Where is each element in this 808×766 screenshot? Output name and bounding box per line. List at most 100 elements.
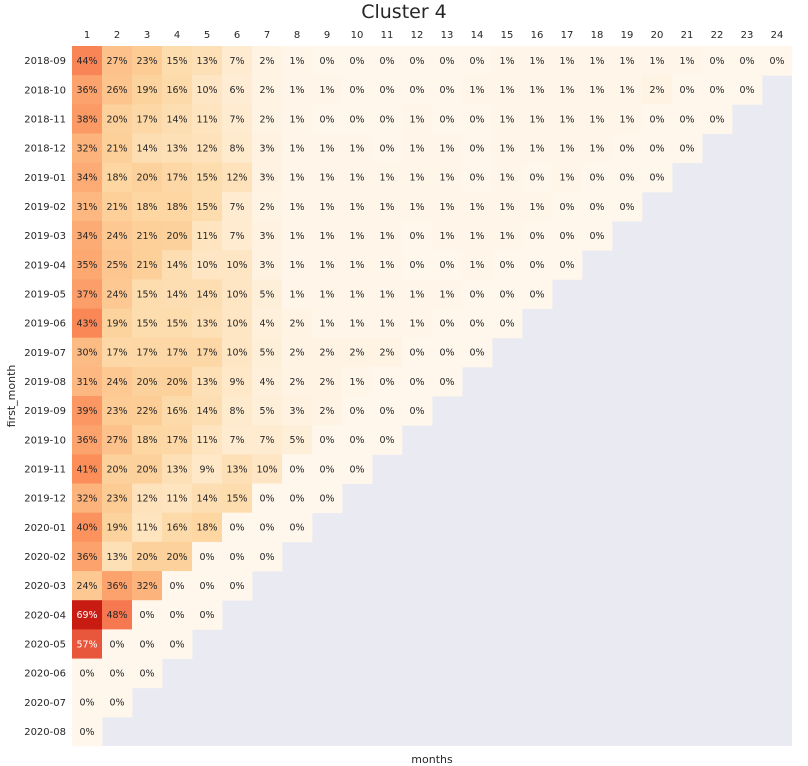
cell-value-label: 9% (199, 464, 214, 475)
heatmap-cell (552, 133, 583, 164)
cell-value-label: 18% (166, 202, 187, 213)
heatmap-cell (282, 250, 313, 280)
heatmap-cell (702, 75, 733, 105)
heatmap-cell (402, 46, 433, 76)
heatmap-cell (132, 658, 163, 689)
cell-value-label: 2% (259, 202, 274, 213)
heatmap-cell (102, 162, 133, 193)
cell-value-label: 1% (499, 173, 514, 184)
heatmap-cell (312, 104, 343, 134)
cell-value-label: 1% (589, 114, 604, 125)
heatmap-cell (582, 75, 613, 105)
heatmap-cell (102, 133, 133, 164)
heatmap-cell (222, 250, 253, 280)
heatmap-cell (552, 250, 583, 280)
heatmap-cell (312, 396, 343, 426)
heatmap-cell (342, 250, 373, 280)
heatmap-cell (222, 396, 253, 426)
heatmap-cell (252, 191, 283, 222)
cell-value-label: 0% (679, 85, 694, 96)
cell-value-label: 15% (196, 173, 217, 184)
cell-value-label: 27% (106, 56, 127, 67)
y-tick-label: 2019-11 (24, 464, 66, 475)
heatmap-cell (432, 46, 463, 76)
heatmap-cell (342, 191, 373, 222)
cell-value-label: 1% (319, 143, 334, 154)
cell-value-label: 2% (289, 348, 304, 359)
cell-value-label: 1% (589, 85, 604, 96)
cell-value-label: 1% (499, 231, 514, 242)
cell-value-label: 0% (319, 114, 334, 125)
cell-value-label: 0% (79, 669, 94, 680)
cell-value-label: 17% (166, 435, 187, 446)
cell-value-label: 0% (349, 464, 364, 475)
cell-value-label: 13% (226, 464, 247, 475)
heatmap-cell (312, 337, 343, 368)
heatmap-cell (282, 75, 313, 105)
cell-value-label: 1% (289, 173, 304, 184)
cell-value-label: 0% (79, 727, 94, 738)
heatmap-cell (162, 483, 193, 514)
cell-value-label: 1% (559, 56, 574, 67)
cell-value-label: 0% (559, 260, 574, 271)
heatmap-cell (222, 104, 253, 134)
cell-value-label: 0% (169, 581, 184, 592)
cell-value-label: 0% (619, 143, 634, 154)
heatmap-cell (282, 512, 313, 543)
cell-value-label: 1% (409, 114, 424, 125)
heatmap-cell (342, 46, 373, 76)
heatmap-cell (192, 337, 223, 368)
cell-value-label: 0% (259, 552, 274, 563)
x-tick-label: 11 (381, 30, 394, 41)
heatmap-cell (462, 191, 493, 222)
heatmap-cell (72, 366, 103, 397)
heatmap-cell (72, 425, 103, 455)
heatmap-cell (222, 541, 253, 572)
heatmap-cell (102, 366, 133, 397)
cell-value-label: 2% (349, 348, 364, 359)
heatmap-cell (102, 512, 133, 543)
cell-value-label: 18% (106, 173, 127, 184)
heatmap-cell (132, 396, 163, 426)
heatmap-cell (462, 337, 493, 368)
heatmap-cell (582, 162, 613, 193)
heatmap-cell (132, 46, 163, 76)
heatmap-cell (432, 191, 463, 222)
cell-value-label: 0% (289, 464, 304, 475)
cell-value-label: 0% (319, 494, 334, 505)
heatmap-cell (252, 221, 283, 251)
heatmap-cell (492, 46, 523, 76)
cell-value-label: 1% (529, 56, 544, 67)
cell-value-label: 20% (106, 464, 127, 475)
cell-value-label: 21% (106, 202, 127, 213)
heatmap-cell (72, 600, 103, 630)
cell-value-label: 0% (169, 639, 184, 650)
cell-value-label: 18% (136, 435, 157, 446)
heatmap-cell (252, 337, 283, 368)
cell-value-label: 18% (196, 523, 217, 534)
heatmap-cell (522, 104, 553, 134)
cell-value-label: 13% (196, 319, 217, 330)
heatmap-cell (552, 191, 583, 222)
heatmap-cell (102, 658, 133, 689)
heatmap-cell (252, 75, 283, 105)
x-tick-label: 1 (84, 30, 90, 41)
heatmap-cell (72, 396, 103, 426)
cell-value-label: 19% (106, 523, 127, 534)
heatmap-cell (162, 571, 193, 601)
heatmap-cell (612, 191, 643, 222)
x-tick-label: 20 (651, 30, 664, 41)
y-tick-label: 2018-09 (24, 56, 66, 67)
cell-value-label: 0% (649, 173, 664, 184)
cell-value-label: 15% (136, 319, 157, 330)
x-tick-label: 8 (294, 30, 300, 41)
heatmap-cell (102, 75, 133, 105)
cell-value-label: 1% (679, 56, 694, 67)
cell-value-label: 11% (196, 231, 217, 242)
cell-value-label: 0% (589, 173, 604, 184)
heatmap-cell (522, 279, 553, 309)
heatmap-cell (312, 483, 343, 514)
cell-value-label: 0% (769, 56, 784, 67)
cell-value-label: 1% (379, 319, 394, 330)
cell-value-label: 7% (229, 56, 244, 67)
